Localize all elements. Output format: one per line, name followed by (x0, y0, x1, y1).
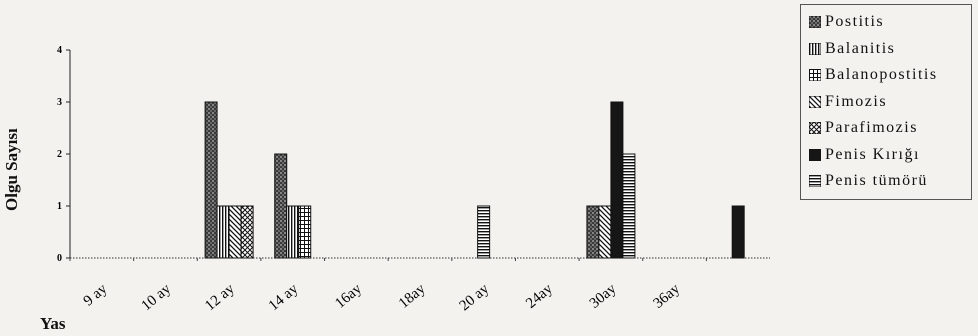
bar (204, 101, 218, 259)
x-tick-label: 16ay (332, 280, 365, 311)
x-axis-label: Yas (40, 314, 66, 333)
x-tick-label: 18ay (396, 280, 429, 311)
y-tick-label: 2 (57, 149, 62, 160)
legend-label-penis-kirigi: Penis Kırığı (825, 145, 920, 163)
legend-item-penis-tumoru: Penis tümörü (809, 168, 971, 195)
bar (274, 153, 288, 259)
x-tick-label: 20 ay (457, 280, 493, 314)
x-tick-label: 36ay (650, 280, 683, 311)
legend-item-parafimozis: Parafimozis (809, 115, 971, 142)
x-tick-label: 9 ay (81, 280, 111, 309)
y-tick-label: 0 (57, 253, 62, 264)
bar (298, 205, 312, 259)
legend-item-fimozis: Fimozis (809, 89, 971, 116)
y-tick-label: 4 (57, 45, 62, 56)
legend-swatch-fimozis (809, 95, 821, 108)
legend-item-postitis: Postitis (809, 9, 971, 36)
legend-label-balanitis: Balanitis (825, 39, 896, 57)
x-tick-label: 12 ay (202, 280, 238, 314)
x-tick-label: 14 ay (266, 280, 302, 314)
bar (731, 205, 745, 259)
x-tick-group: 9 ay 10 ay 12 ay 14 ay 16ay 18ay 20 ay 24ay 30ay… (69, 258, 707, 314)
legend-label-penis-tumoru: Penis tümörü (825, 172, 928, 190)
bar (286, 205, 300, 259)
bar (586, 205, 600, 259)
bar (216, 205, 230, 259)
legend-label-balanopostitis: Balanopostitis (825, 66, 938, 84)
legend-swatch-postitis (809, 16, 821, 29)
bar (622, 153, 636, 259)
bar (598, 205, 612, 259)
bars-group (204, 101, 745, 259)
legend-item-balanitis: Balanitis (809, 36, 971, 63)
legend-label-parafimozis: Parafimozis (825, 119, 918, 137)
x-tick-label: 10 ay (139, 280, 175, 314)
legend-swatch-parafimozis (809, 122, 821, 135)
bar (610, 101, 624, 259)
bar (477, 205, 491, 259)
legend-swatch-penis-kirigi (809, 148, 821, 161)
y-tick-label: 3 (57, 97, 62, 108)
y-tick-group: 0 1 2 3 4 (57, 45, 70, 264)
legend-label-postitis: Postitis (825, 13, 885, 31)
legend-item-balanopostitis: Balanopostitis (809, 62, 971, 89)
legend-swatch-penis-tumoru (809, 175, 821, 188)
x-tick-label: 30ay (587, 280, 620, 311)
legend-swatch-balanopostitis (809, 69, 821, 82)
bar (240, 205, 254, 259)
x-tick-label: 24ay (523, 280, 556, 311)
bar (228, 205, 242, 259)
legend-swatch-balanitis (809, 42, 821, 55)
y-axis-label: Olgu Sayısı (2, 128, 21, 212)
legend-label-fimozis: Fimozis (825, 92, 888, 110)
y-tick-label: 1 (57, 201, 62, 212)
legend-item-penis-kirigi: Penis Kırığı (809, 142, 971, 169)
legend: Postitis Balanitis Balanopostitis Fimozi… (800, 4, 972, 200)
